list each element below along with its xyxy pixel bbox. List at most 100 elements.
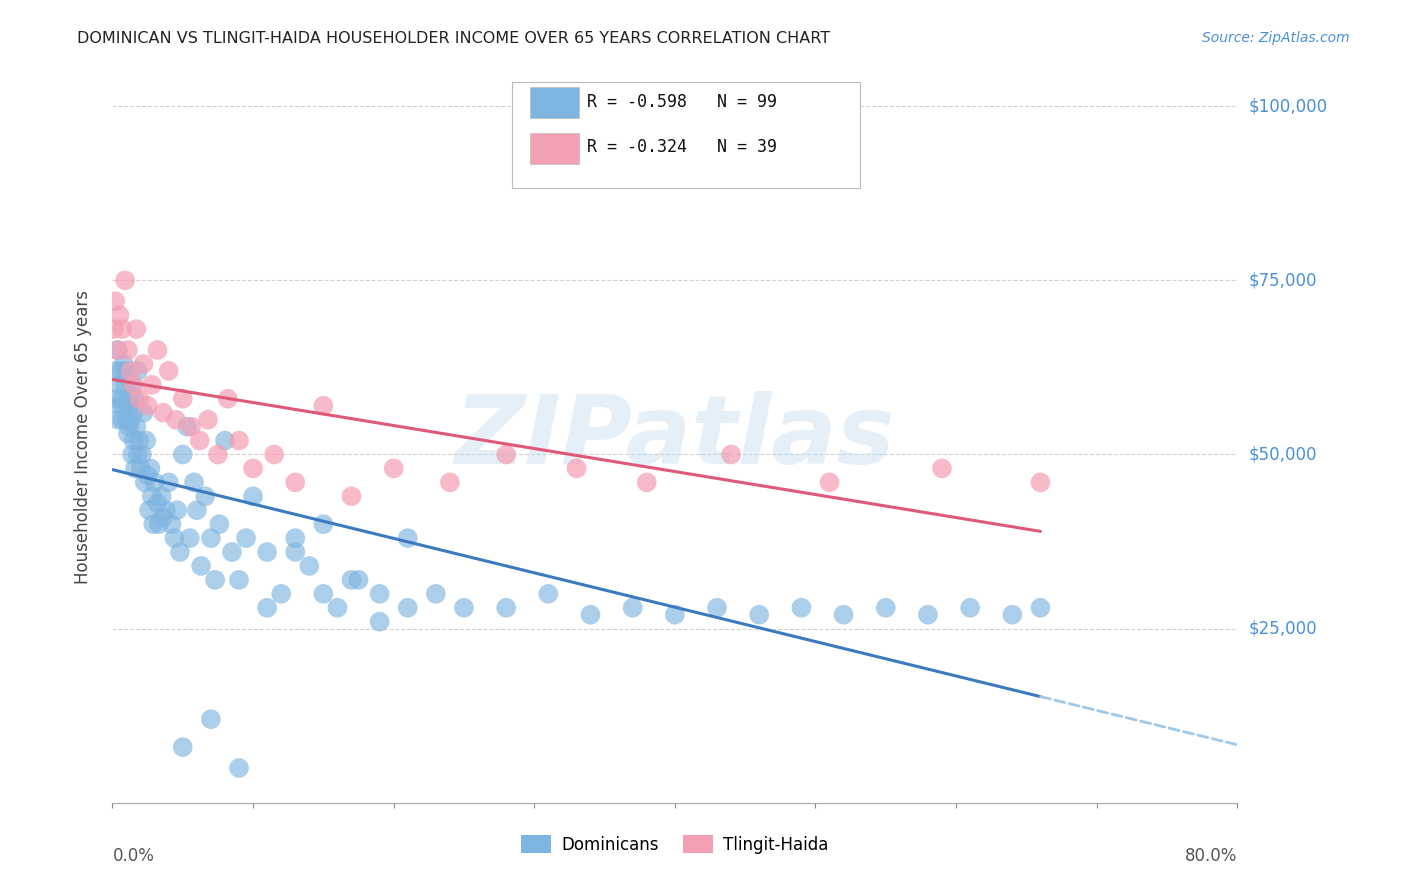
Point <box>139 461 162 475</box>
Point <box>172 448 194 462</box>
Point <box>136 468 159 483</box>
Point <box>157 364 180 378</box>
Point <box>118 392 141 406</box>
Text: Source: ZipAtlas.com: Source: ZipAtlas.com <box>1202 31 1350 45</box>
Point <box>579 607 602 622</box>
Point <box>127 448 149 462</box>
Point <box>214 434 236 448</box>
Point <box>425 587 447 601</box>
Point <box>748 607 770 622</box>
Point <box>179 531 201 545</box>
Text: ZIPatlas: ZIPatlas <box>454 391 896 483</box>
Point <box>135 434 157 448</box>
Point <box>664 607 686 622</box>
FancyBboxPatch shape <box>530 133 579 163</box>
Point <box>128 392 150 406</box>
Point <box>125 419 148 434</box>
Point <box>340 489 363 503</box>
Point <box>368 615 391 629</box>
Point <box>537 587 560 601</box>
Point <box>132 357 155 371</box>
Point <box>270 587 292 601</box>
Point <box>124 392 146 406</box>
Point <box>104 364 127 378</box>
Point <box>204 573 226 587</box>
Point <box>207 448 229 462</box>
Point <box>396 600 419 615</box>
Point <box>163 531 186 545</box>
Point <box>284 531 307 545</box>
Point <box>110 364 132 378</box>
Point <box>166 503 188 517</box>
Point <box>959 600 981 615</box>
Point <box>1029 600 1052 615</box>
Point <box>197 412 219 426</box>
Point <box>208 517 231 532</box>
Text: R = -0.598   N = 99: R = -0.598 N = 99 <box>588 93 778 112</box>
Point <box>217 392 239 406</box>
Point <box>122 406 145 420</box>
Point <box>131 448 153 462</box>
Point <box>107 343 129 357</box>
Point <box>138 503 160 517</box>
Point <box>103 322 125 336</box>
Point <box>172 392 194 406</box>
Point <box>148 517 170 532</box>
Point <box>108 377 131 392</box>
Point <box>439 475 461 490</box>
Text: $100,000: $100,000 <box>1249 97 1327 115</box>
Point <box>104 294 127 309</box>
Text: $75,000: $75,000 <box>1249 271 1317 289</box>
Point <box>172 740 194 755</box>
Point <box>188 434 211 448</box>
Text: 80.0%: 80.0% <box>1185 847 1237 864</box>
Point <box>128 434 150 448</box>
Point <box>112 399 135 413</box>
Y-axis label: Householder Income Over 65 years: Householder Income Over 65 years <box>73 290 91 584</box>
Point <box>931 461 953 475</box>
Point <box>121 377 143 392</box>
Point <box>382 461 405 475</box>
Point <box>186 503 208 517</box>
Point <box>917 607 939 622</box>
Point <box>111 392 134 406</box>
Point <box>155 503 177 517</box>
Point <box>200 531 222 545</box>
Point <box>256 600 278 615</box>
Point <box>105 343 128 357</box>
Point <box>141 489 163 503</box>
Point <box>228 573 250 587</box>
Point <box>114 377 136 392</box>
FancyBboxPatch shape <box>512 82 860 188</box>
Text: R = -0.324   N = 39: R = -0.324 N = 39 <box>588 138 778 156</box>
Text: DOMINICAN VS TLINGIT-HAIDA HOUSEHOLDER INCOME OVER 65 YEARS CORRELATION CHART: DOMINICAN VS TLINGIT-HAIDA HOUSEHOLDER I… <box>77 31 831 46</box>
Point <box>228 761 250 775</box>
Point <box>108 308 131 322</box>
Point <box>347 573 370 587</box>
Point <box>180 419 202 434</box>
Text: $25,000: $25,000 <box>1249 620 1317 638</box>
Point <box>312 399 335 413</box>
Point <box>875 600 897 615</box>
Point <box>146 496 169 510</box>
Point <box>495 600 517 615</box>
Point <box>120 412 142 426</box>
Point <box>121 448 143 462</box>
Point <box>152 510 174 524</box>
Point <box>256 545 278 559</box>
Point <box>125 322 148 336</box>
Point <box>242 489 264 503</box>
Point <box>1029 475 1052 490</box>
Point <box>111 412 134 426</box>
Point <box>117 426 139 441</box>
Point <box>111 322 134 336</box>
Point <box>818 475 841 490</box>
Point <box>150 489 173 503</box>
Legend: Dominicans, Tlingit-Haida: Dominicans, Tlingit-Haida <box>515 829 835 860</box>
Point <box>176 419 198 434</box>
Point <box>720 448 742 462</box>
Point <box>105 392 128 406</box>
Point <box>368 587 391 601</box>
Point <box>157 475 180 490</box>
Point <box>115 364 138 378</box>
